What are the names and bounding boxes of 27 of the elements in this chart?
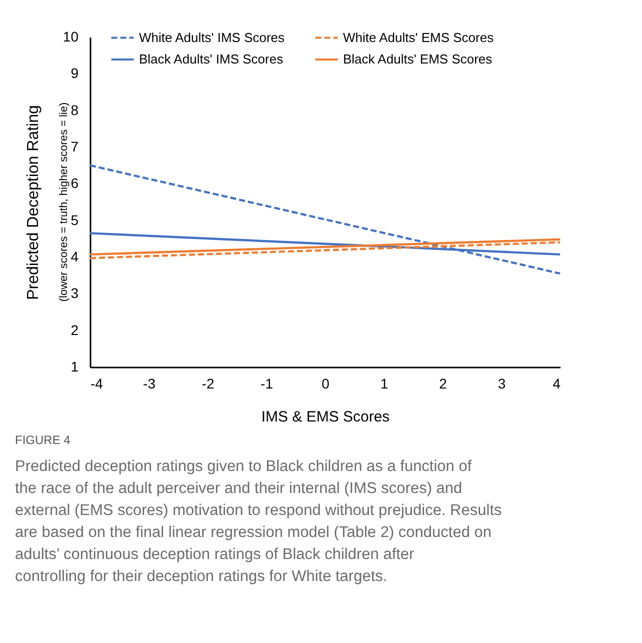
legend-label: Black Adults' EMS Scores [343, 52, 493, 66]
x-tick-label: -2 [202, 376, 214, 392]
y-tick-label: 4 [70, 248, 79, 264]
x-axis-title: IMS & EMS Scores [261, 408, 390, 426]
x-tick-label: -4 [90, 376, 104, 392]
x-tick-label: -3 [143, 376, 156, 392]
x-tick-label: 1 [380, 376, 388, 392]
x-tick-label: 0 [322, 376, 330, 392]
y-axis-title: Predicted Deception Rating (lower scores = truth, higher scores = lie) [24, 102, 70, 302]
y-tick-label: 9 [70, 65, 79, 82]
x-tick-label: -1 [260, 376, 274, 392]
y-tick-label: 6 [70, 175, 79, 192]
legend-label: Black Adults' IMS Scores [139, 52, 284, 66]
x-tick-label: 4 [552, 376, 561, 392]
legend-label: White Adults' IMS Scores [139, 30, 286, 45]
y-tick-label: 7 [70, 138, 79, 154]
x-tick-label: 2 [439, 376, 448, 392]
y-tick-label: 2 [70, 322, 79, 338]
legend-label: White Adults' EMS Scores [343, 30, 494, 45]
x-tick-label: 3 [498, 376, 506, 392]
y-tick-label: 1 [70, 358, 79, 374]
y-tick-label: 3 [70, 285, 79, 302]
y-tick-label: 5 [70, 212, 79, 228]
caption: FIGURE 4 [15, 433, 71, 447]
y-tick-label: 8 [70, 102, 79, 118]
text: Predicted deception ratings given to Black children as a function of the race of the adult perceiver and their internal (IMS scores) and external (EMS scores) motivation to respond without prejudice. Results are based on the final linear regression model (Table 2) conducted on adults’ continuous deception ratings of Black children after controlling for their deception ratings for White targets. [15, 458, 502, 585]
y-tick-label: 10 [62, 28, 79, 44]
